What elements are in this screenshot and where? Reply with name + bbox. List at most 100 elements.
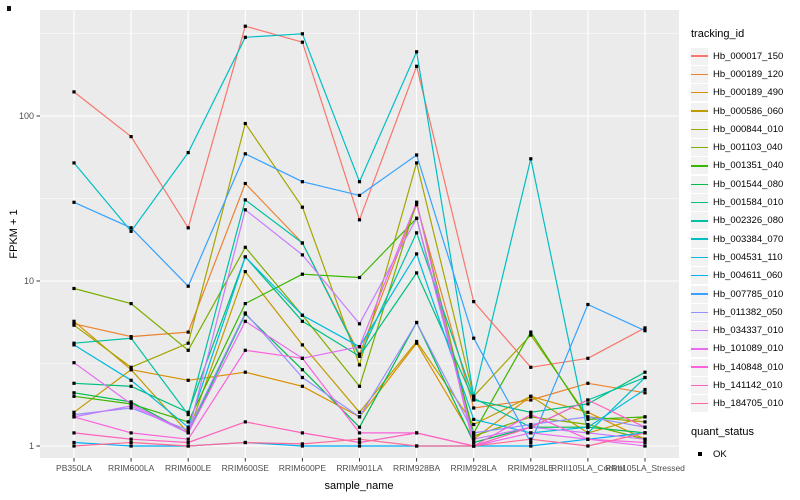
data-point xyxy=(72,319,76,323)
legend-entry-Hb_000586_060: Hb_000586_060 xyxy=(691,102,799,120)
data-point xyxy=(186,437,190,441)
data-point xyxy=(643,437,647,441)
data-point xyxy=(72,410,76,414)
data-point xyxy=(415,64,419,68)
x-tick-label-RRIM600PE: RRIM600PE xyxy=(279,463,327,473)
data-point xyxy=(72,381,76,385)
data-point xyxy=(129,440,133,445)
legend-entry-Hb_001544_080: Hb_001544_080 xyxy=(691,175,799,193)
data-point xyxy=(472,398,476,402)
data-point xyxy=(72,440,76,445)
quant-key xyxy=(691,446,708,463)
data-point xyxy=(129,229,133,233)
data-point xyxy=(415,161,419,165)
legend-key-swatch xyxy=(691,212,708,230)
legend-entry-Hb_007785_010: Hb_007785_010 xyxy=(691,285,799,303)
data-point xyxy=(186,425,190,429)
data-point xyxy=(529,365,533,369)
data-point xyxy=(357,275,362,280)
legend: tracking_id Hb_000017_150 Hb_000189_120 Hb… xyxy=(691,28,799,463)
legend-key-swatch xyxy=(691,248,708,266)
data-point xyxy=(300,368,304,372)
data-point xyxy=(643,375,647,380)
legend-entries: Hb_000017_150 Hb_000189_120 Hb_000189_490 H… xyxy=(691,47,799,413)
legend-entry-label: Hb_000189_490 xyxy=(713,87,784,99)
legend-key-line xyxy=(691,201,708,204)
legend-key-line xyxy=(691,146,708,149)
data-point xyxy=(415,231,419,235)
legend-key-swatch xyxy=(691,322,708,340)
legend-title-quant-status: quant_status xyxy=(691,425,754,438)
y-tick-label: 10 xyxy=(24,276,34,286)
data-point xyxy=(129,406,133,410)
legend-key-swatch xyxy=(691,194,708,212)
data-point xyxy=(643,370,647,374)
data-point xyxy=(529,398,533,402)
data-point xyxy=(357,384,362,388)
x-tick-label-RRIM600LE: RRIM600LE xyxy=(165,463,212,473)
data-point xyxy=(243,121,247,126)
data-point xyxy=(129,384,133,388)
data-point xyxy=(472,396,476,400)
data-point xyxy=(243,255,247,259)
legend-key-swatch xyxy=(691,139,708,157)
legend-entry-Hb_034337_010: Hb_034337_010 xyxy=(691,321,799,340)
data-point xyxy=(586,425,590,429)
x-tick-label-RRIM928LA: RRIM928LA xyxy=(451,463,498,473)
data-point xyxy=(415,431,419,435)
legend-entry-label: Hb_184705_010 xyxy=(713,398,784,410)
data-point xyxy=(643,326,647,330)
data-point xyxy=(529,415,533,419)
legend-key-swatch xyxy=(691,47,708,65)
x-tick-label-RRIM928LE: RRIM928LE xyxy=(508,463,555,473)
data-point xyxy=(357,444,362,448)
legend-key-line xyxy=(691,128,708,131)
corner-artifact xyxy=(7,6,11,11)
data-point xyxy=(243,370,247,374)
data-point xyxy=(186,413,190,417)
data-point xyxy=(243,270,247,274)
legend-key-swatch xyxy=(691,340,708,358)
data-point xyxy=(643,329,647,333)
data-point xyxy=(72,431,76,435)
legend-entry-label: Hb_001103_040 xyxy=(713,142,783,154)
data-point xyxy=(72,394,76,398)
legend-key-line xyxy=(691,403,708,405)
legend-key-swatch xyxy=(691,395,708,413)
data-point xyxy=(72,413,76,417)
data-point xyxy=(357,354,362,358)
data-point xyxy=(415,271,419,275)
data-point xyxy=(129,437,133,441)
x-tick-label-PB350LA: PB350LA xyxy=(56,463,92,473)
data-point xyxy=(472,417,476,421)
legend-key-swatch xyxy=(691,267,708,285)
data-point xyxy=(129,336,133,340)
data-point xyxy=(72,323,76,327)
data-point xyxy=(129,368,133,372)
legend-entry-label: Hb_004611_060 xyxy=(713,270,783,282)
data-point xyxy=(586,437,590,441)
data-point xyxy=(357,218,362,222)
legend-entry-Hb_003384_070: Hb_003384_070 xyxy=(691,230,799,248)
quant-status-entries: OK xyxy=(691,445,799,463)
data-point xyxy=(72,361,76,365)
data-point xyxy=(529,330,533,334)
data-point xyxy=(186,428,190,432)
legend-entry-Hb_001351_040: Hb_001351_040 xyxy=(691,157,799,175)
data-point xyxy=(300,241,304,245)
data-point xyxy=(472,437,476,441)
legend-key-swatch xyxy=(691,376,708,394)
data-point xyxy=(300,253,304,257)
legend-entry-Hb_000017_150: Hb_000017_150 xyxy=(691,47,799,65)
data-point xyxy=(586,417,590,421)
data-point xyxy=(415,341,419,345)
data-point xyxy=(243,440,247,445)
data-point xyxy=(243,198,247,202)
data-point xyxy=(357,425,362,429)
data-point xyxy=(72,341,76,345)
data-point xyxy=(72,286,76,291)
data-point xyxy=(586,302,590,307)
legend-entry-label: Hb_007785_010 xyxy=(713,288,784,300)
data-point xyxy=(643,391,647,395)
data-point xyxy=(357,363,362,367)
